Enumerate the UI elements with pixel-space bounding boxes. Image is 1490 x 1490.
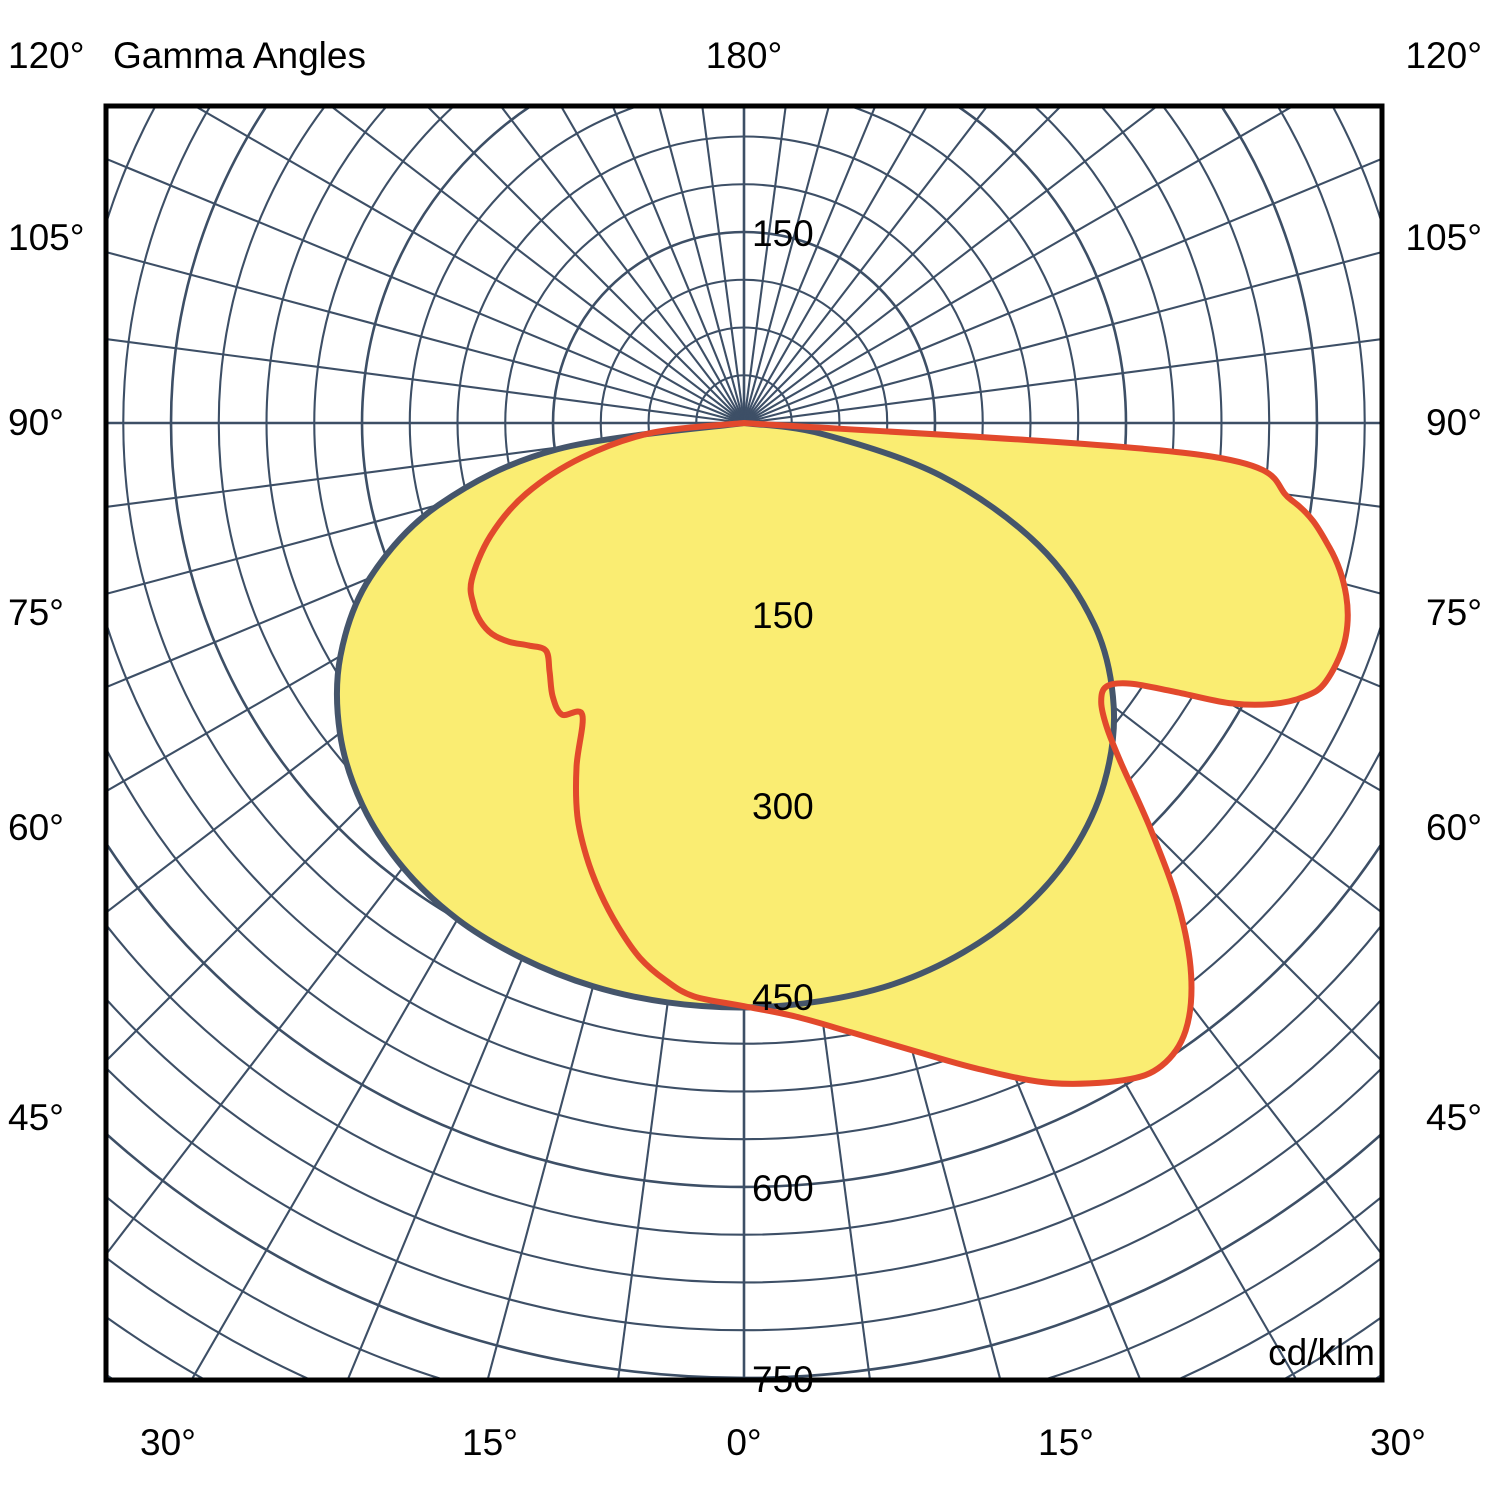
bottom-angle-label-0: 30° — [140, 1422, 196, 1463]
radial-tick-label-150: 150 — [752, 595, 814, 636]
grid-spoke — [742, 106, 787, 424]
grid-spoke — [743, 106, 1159, 424]
distribution-fill — [336, 423, 1348, 1084]
radial-tick-label-750: 750 — [752, 1359, 814, 1400]
grid-spoke — [743, 106, 1063, 424]
grid-spoke — [743, 250, 1382, 425]
gamma-label-right-0: 120° — [1405, 35, 1482, 76]
grid-spoke — [425, 106, 745, 424]
grid-spoke — [106, 157, 745, 424]
radial-tick-label-300: 300 — [752, 786, 814, 827]
gamma-label-right-5: 45° — [1426, 1097, 1482, 1138]
grid-spoke — [106, 421, 745, 509]
radial-tick-label-600: 600 — [752, 1168, 814, 1209]
grid-spoke — [742, 106, 831, 424]
chart-labels: 120° 105° 90° 75° 60° 45° 120° 105° 90° 75° 60° 45°… — [8, 35, 1482, 1463]
gamma-label-left-2: 90° — [8, 402, 64, 443]
gamma-label-left-3: 75° — [8, 592, 64, 633]
grid-spoke — [743, 106, 989, 424]
grid-spoke — [743, 106, 877, 424]
distribution-fill-region — [470, 423, 1348, 1084]
grid-spoke — [192, 106, 745, 424]
grid-spoke — [743, 106, 929, 424]
plot-frame — [103, 103, 1385, 1383]
gamma-label-left-5: 45° — [8, 1097, 64, 1138]
grid-spoke — [743, 337, 1382, 425]
grid-spoke — [106, 250, 745, 425]
gamma-label-right-3: 75° — [1426, 592, 1482, 633]
bottom-angle-label-4: 30° — [1370, 1422, 1426, 1463]
chart-title: Gamma Angles — [113, 35, 366, 76]
gamma-label-left-4: 60° — [8, 807, 64, 848]
bottom-angle-label-3: 15° — [1038, 1422, 1094, 1463]
grid-spoke — [106, 337, 745, 425]
radial-tick-label-up-150: 150 — [752, 213, 814, 254]
grid-spoke — [499, 106, 745, 424]
grid-spoke — [743, 106, 1296, 424]
grid-spoke — [743, 157, 1382, 424]
grid-spoke — [657, 106, 746, 424]
distribution-curves — [333, 420, 1351, 1087]
distribution-curve-c90-c270 — [467, 420, 1351, 1087]
bottom-angle-label-1: 15° — [462, 1422, 518, 1463]
gamma-label-right-4: 60° — [1426, 807, 1482, 848]
gamma-label-left-0: 120° — [8, 35, 85, 76]
grid-spoke — [611, 106, 745, 424]
radial-tick-label-450: 450 — [752, 977, 814, 1018]
grid-spoke — [559, 106, 745, 424]
grid-spoke — [701, 106, 746, 424]
gamma-label-top: 180° — [706, 35, 783, 76]
gamma-label-right-1: 105° — [1405, 217, 1482, 258]
gamma-label-right-2: 90° — [1426, 402, 1482, 443]
unit-label: cd/klm — [1268, 1332, 1375, 1373]
grid-spoke — [329, 106, 745, 424]
gamma-label-left-1: 105° — [8, 217, 85, 258]
bottom-angle-label-2: 0° — [726, 1422, 761, 1463]
